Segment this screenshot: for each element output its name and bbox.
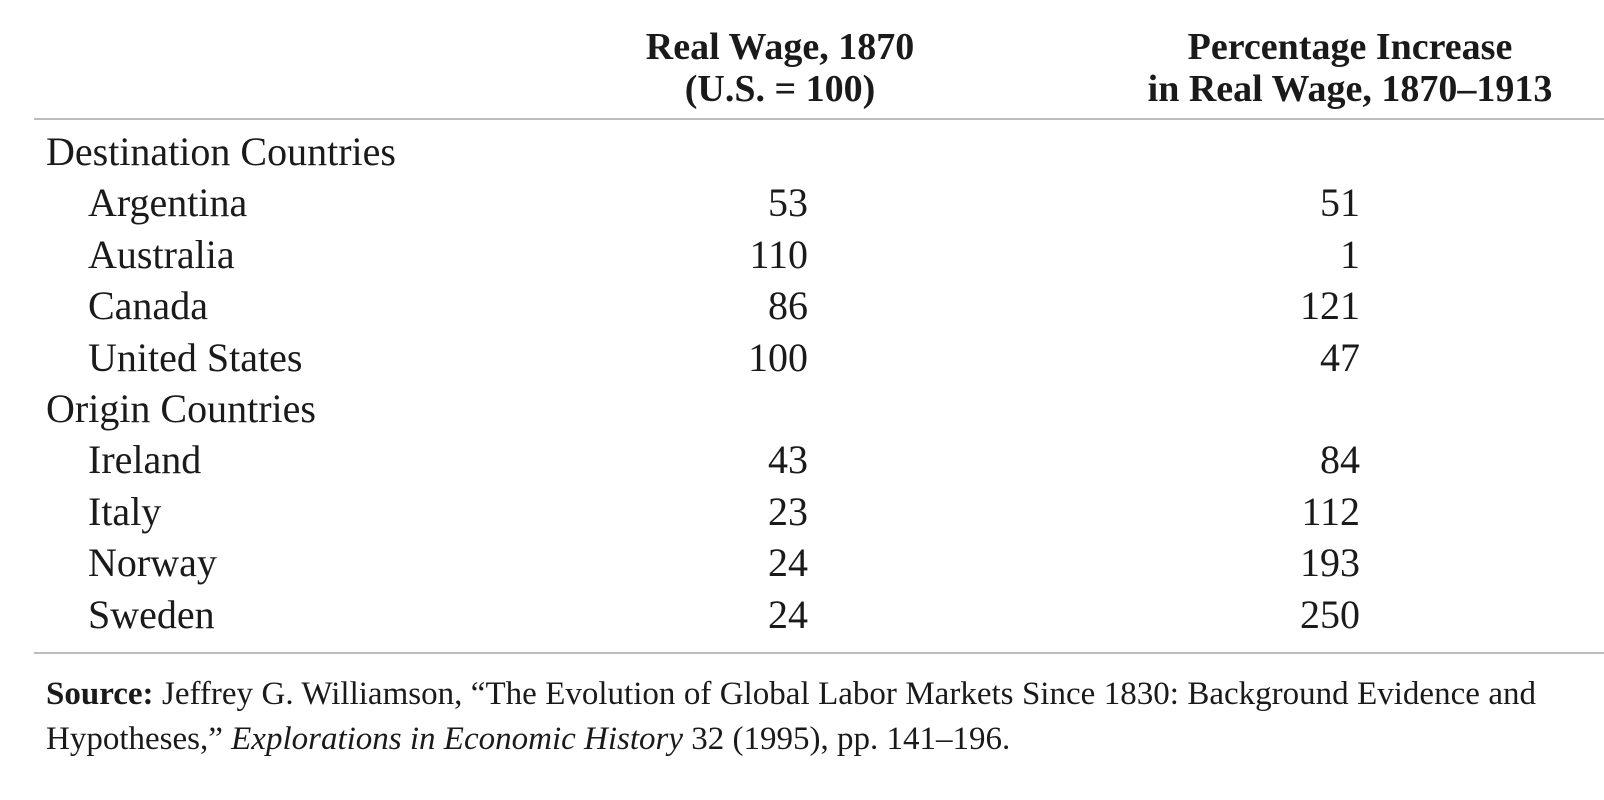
real-wage-value: 43 (768, 437, 808, 483)
country-name: United States (88, 334, 303, 380)
column-header-percentage-increase: Percentage Increase in Real Wage, 1870–1… (1110, 26, 1590, 110)
source-note: Source: Jeffrey G. Williamson, “The Evol… (46, 672, 1536, 762)
pct-increase-value: 47 (1320, 334, 1360, 380)
real-wage-value: 24 (768, 540, 808, 586)
country-name: Australia (88, 231, 235, 277)
source-journal-title: Explorations in Economic History (231, 721, 684, 757)
pct-increase-value: 112 (1301, 488, 1360, 534)
source-citation-details: 32 (1995), pp. 141–196. (683, 721, 1011, 757)
pct-increase-value: 51 (1320, 180, 1360, 226)
table-row: Italy 23 112 (0, 486, 1604, 537)
table-row: Argentina 53 51 (0, 177, 1604, 228)
pct-increase-value: 1 (1340, 231, 1360, 277)
header-divider (34, 118, 1604, 120)
country-name: Canada (88, 283, 208, 329)
real-wage-value: 23 (768, 488, 808, 534)
column-header-real-wage-1870: Real Wage, 1870 (U.S. = 100) (610, 26, 950, 110)
column-header-line: Percentage Increase (1187, 26, 1513, 68)
pct-increase-value: 121 (1300, 283, 1360, 329)
group-row-destination: Destination Countries (0, 126, 1604, 177)
country-name: Italy (88, 488, 162, 534)
table-row: Sweden 24 250 (0, 589, 1604, 640)
group-label: Destination Countries (46, 129, 396, 174)
table-row: United States 100 47 (0, 332, 1604, 383)
group-label: Origin Countries (46, 385, 316, 431)
real-wage-value: 100 (748, 334, 808, 380)
country-name: Sweden (88, 591, 215, 637)
footer-divider (34, 652, 1604, 654)
table-row: Norway 24 193 (0, 537, 1604, 588)
column-header-line: in Real Wage, 1870–1913 (1147, 68, 1553, 110)
country-name: Argentina (88, 180, 248, 226)
real-wage-value: 24 (768, 591, 808, 637)
real-wage-value: 110 (749, 231, 808, 277)
table-row: Ireland 43 84 (0, 434, 1604, 485)
source-label: Source: (46, 676, 154, 712)
group-row-origin: Origin Countries (0, 383, 1604, 434)
real-wage-value: 86 (768, 283, 808, 329)
pct-increase-value: 193 (1300, 540, 1360, 586)
pct-increase-value: 250 (1300, 591, 1360, 637)
table-row: Canada 86 121 (0, 280, 1604, 331)
source-text: Jeffrey G. Williamson, “The Evolution of… (46, 676, 1536, 757)
pct-increase-value: 84 (1320, 437, 1360, 483)
column-header-line: Real Wage, 1870 (645, 26, 915, 68)
country-name: Ireland (88, 437, 202, 483)
column-header-line: (U.S. = 100) (684, 68, 876, 110)
country-name: Norway (88, 540, 217, 586)
table-row: Australia 110 1 (0, 229, 1604, 280)
table-body: Destination Countries Argentina 53 51 Au… (0, 126, 1604, 640)
real-wage-value: 53 (768, 180, 808, 226)
